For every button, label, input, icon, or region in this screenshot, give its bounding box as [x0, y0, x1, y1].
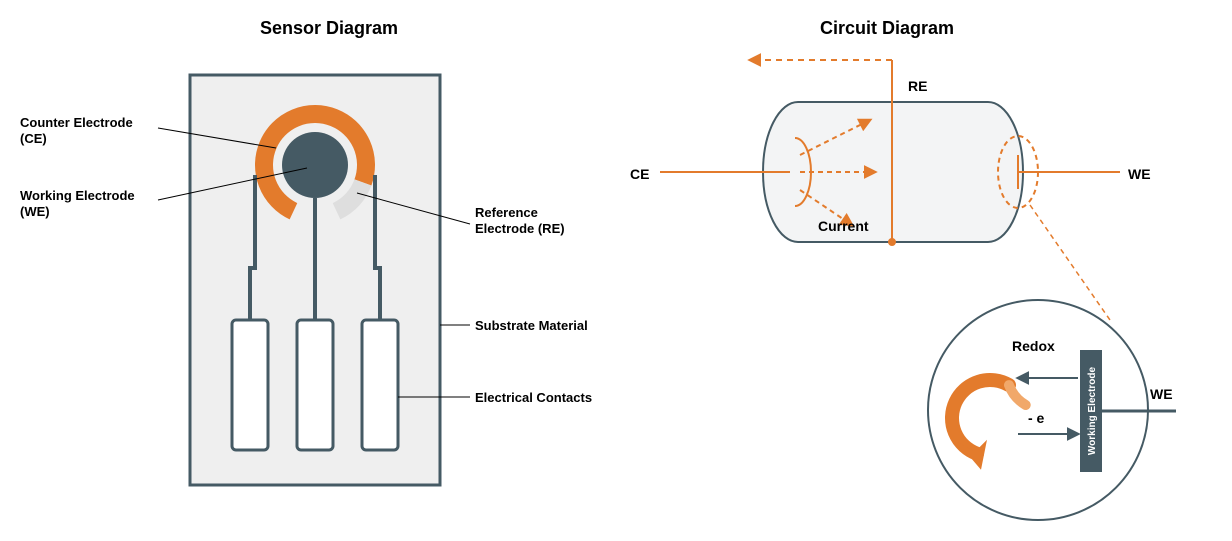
label-re: Reference Electrode (RE): [475, 205, 565, 238]
label-ec: Electrical Contacts: [475, 390, 592, 406]
we-bar-label: Working Electrode: [1087, 366, 1098, 455]
working-electrode-disc: [282, 132, 348, 198]
detail-label-redox: Redox: [1012, 338, 1055, 356]
label-re: RE: [908, 78, 927, 96]
circuit-diagram: [660, 60, 1120, 246]
label-ce: CE: [630, 166, 649, 184]
detail-inset: Working Electrode: [928, 205, 1176, 520]
label-we: Working Electrode (WE): [20, 188, 135, 221]
sensor-diagram: [158, 75, 470, 485]
label-we: WE: [1128, 166, 1151, 184]
circuit-title: Circuit Diagram: [820, 18, 954, 39]
label-ce: Counter Electrode (CE): [20, 115, 133, 148]
electrical-contact: [362, 320, 398, 450]
label-sub: Substrate Material: [475, 318, 588, 334]
electrical-contact: [297, 320, 333, 450]
contacts: [232, 320, 398, 450]
sensor-title: Sensor Diagram: [260, 18, 398, 39]
diagram-canvas: Sensor Diagram Circuit Diagram: [0, 0, 1232, 541]
label-current: Current: [818, 218, 869, 236]
diagram-svg: Working Electrode: [0, 0, 1232, 541]
electrical-contact: [232, 320, 268, 450]
detail-label-minus-e: - e: [1028, 410, 1044, 428]
re-tip: [888, 238, 896, 246]
detail-label-we: WE: [1150, 386, 1173, 404]
